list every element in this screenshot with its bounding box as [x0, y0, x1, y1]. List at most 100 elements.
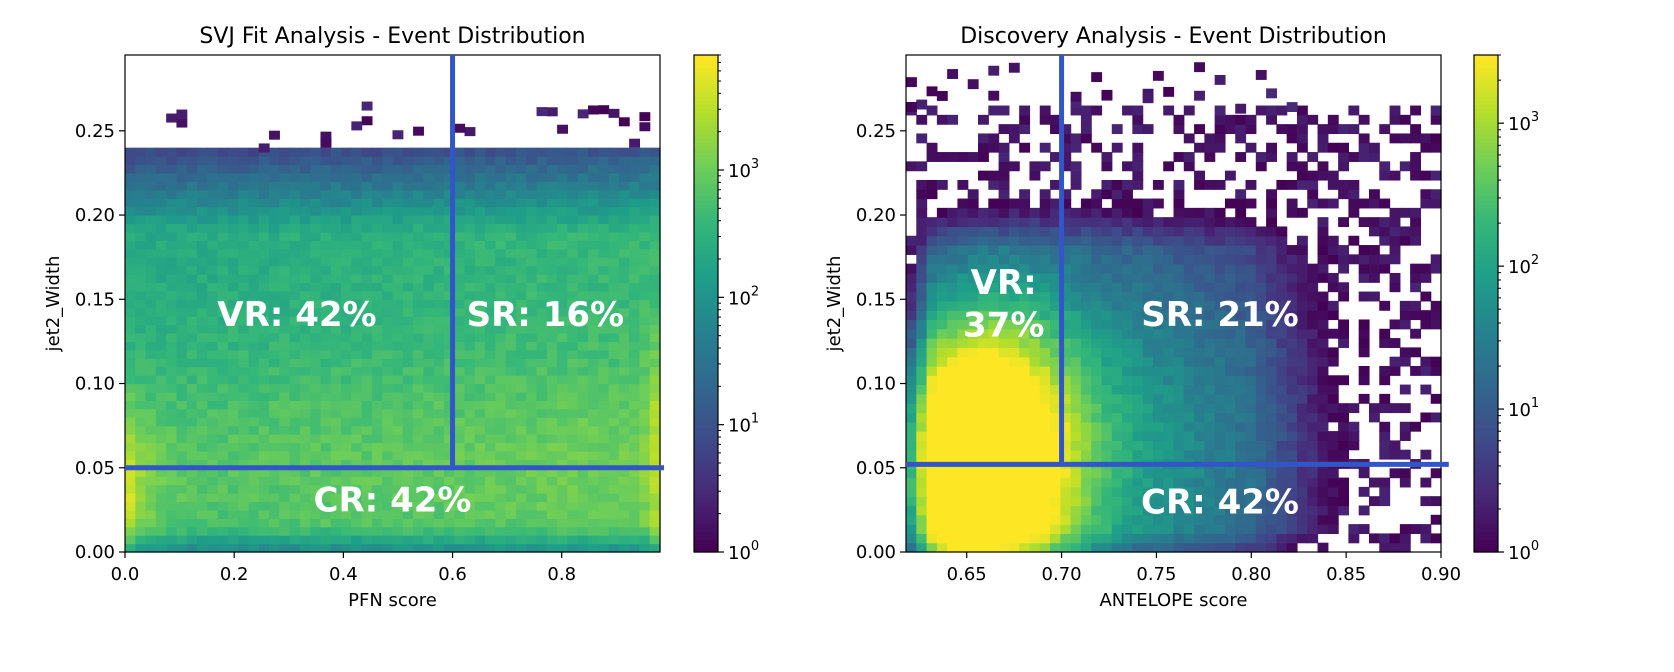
heatmap-bin	[351, 417, 363, 427]
heatmap-bin	[916, 393, 928, 404]
heatmap-bin	[1296, 449, 1308, 460]
heatmap-bin	[546, 442, 558, 452]
heatmap-bin	[207, 425, 219, 435]
heatmap-bin	[186, 366, 198, 376]
heatmap-bin	[176, 358, 188, 368]
heatmap-bin	[1286, 421, 1298, 432]
heatmap-bin	[1008, 440, 1020, 451]
heatmap-bin	[1317, 254, 1329, 265]
heatmap-bin	[618, 434, 630, 444]
heatmap-bin	[1214, 142, 1226, 153]
heatmap-bin	[1307, 524, 1319, 534]
heatmap-bin	[557, 223, 569, 233]
heatmap-bin	[978, 263, 989, 274]
heatmap-bin	[1029, 505, 1041, 516]
heatmap-bin	[464, 248, 476, 258]
heatmap-bin	[413, 240, 424, 250]
heatmap-bin	[936, 524, 948, 534]
heatmap-bin	[1101, 291, 1113, 302]
heatmap-bin	[402, 206, 414, 216]
heatmap-bin	[515, 172, 527, 182]
colorbar-segment	[694, 473, 718, 479]
heatmap-bin	[1389, 282, 1401, 293]
heatmap-bin	[392, 476, 404, 486]
heatmap-bin	[443, 172, 455, 182]
heatmap-bin	[279, 265, 291, 275]
heatmap-bin	[998, 226, 1010, 237]
heatmap-bin	[227, 535, 239, 545]
heatmap-bin	[454, 156, 466, 166]
colorbar-segment	[694, 510, 718, 516]
heatmap-bin	[967, 319, 979, 330]
heatmap-bin	[587, 189, 599, 199]
heatmap-bin	[392, 526, 404, 536]
heatmap-bin	[1307, 440, 1319, 451]
heatmap-bin	[515, 383, 527, 393]
heatmap-bin	[464, 484, 476, 494]
heatmap-bin	[1410, 235, 1422, 246]
heatmap-bin	[577, 282, 589, 292]
heatmap-bin	[1152, 338, 1164, 348]
heatmap-bin	[1255, 514, 1267, 525]
colorbar-segment	[694, 220, 718, 226]
heatmap-bin	[1317, 300, 1329, 311]
heatmap-bin	[207, 526, 219, 536]
heatmap-bin	[1050, 449, 1061, 460]
heatmap-bin	[1019, 189, 1031, 200]
colorbar-segment	[694, 295, 718, 300]
heatmap-bin	[1255, 486, 1267, 497]
heatmap-bin	[320, 316, 332, 326]
heatmap-bin	[1111, 524, 1123, 534]
heatmap-bin	[598, 543, 610, 553]
heatmap-bin	[1358, 152, 1370, 162]
heatmap-bin	[577, 156, 589, 166]
heatmap-bin	[906, 291, 917, 302]
heatmap-bin	[1420, 384, 1432, 395]
heatmap-bin	[454, 408, 466, 418]
heatmap-bin	[639, 265, 651, 275]
heatmap-bin	[546, 375, 558, 385]
heatmap-bin	[505, 535, 517, 545]
heatmap-bin	[341, 282, 352, 292]
heatmap-bin	[608, 189, 620, 199]
heatmap-bin	[947, 347, 959, 358]
heatmap-bin	[1255, 245, 1267, 255]
heatmap-bin	[1338, 505, 1350, 516]
heatmap-bin	[1296, 263, 1308, 274]
heatmap-bin	[1039, 142, 1051, 153]
heatmap-bin	[1070, 328, 1082, 339]
heatmap-bin	[443, 400, 455, 410]
heatmap-bin	[957, 245, 969, 255]
heatmap-bin	[361, 248, 373, 258]
heatmap-bin	[495, 484, 507, 494]
heatmap-bin	[248, 332, 260, 342]
heatmap-bin	[351, 375, 363, 385]
heatmap-bin	[1368, 272, 1380, 283]
heatmap-bin	[926, 235, 938, 246]
heatmap-bin	[176, 476, 188, 486]
heatmap-bin	[392, 324, 404, 334]
heatmap-bin	[1132, 440, 1144, 451]
heatmap-bin	[454, 450, 466, 460]
heatmap-bin	[505, 383, 517, 393]
heatmap-bin	[299, 156, 311, 166]
heatmap-bin	[1142, 207, 1154, 218]
heatmap-bin	[906, 272, 917, 283]
heatmap-bin	[269, 535, 280, 545]
heatmap-bin	[618, 316, 630, 326]
colorbar-segment	[1474, 253, 1498, 259]
heatmap-bin	[1152, 533, 1164, 544]
heatmap-bin	[186, 290, 198, 300]
heatmap-bin	[186, 543, 198, 553]
heatmap-bin	[1039, 254, 1051, 265]
heatmap-bin	[176, 442, 188, 452]
heatmap-bin	[474, 425, 486, 435]
heatmap-bin	[1348, 533, 1360, 544]
heatmap-bin	[310, 408, 322, 418]
heatmap-bin	[392, 543, 404, 553]
heatmap-bin	[155, 484, 167, 494]
heatmap-bin	[649, 206, 661, 216]
heatmap-bin	[474, 434, 486, 444]
heatmap-bin	[967, 300, 979, 311]
heatmap-bin	[299, 526, 311, 536]
